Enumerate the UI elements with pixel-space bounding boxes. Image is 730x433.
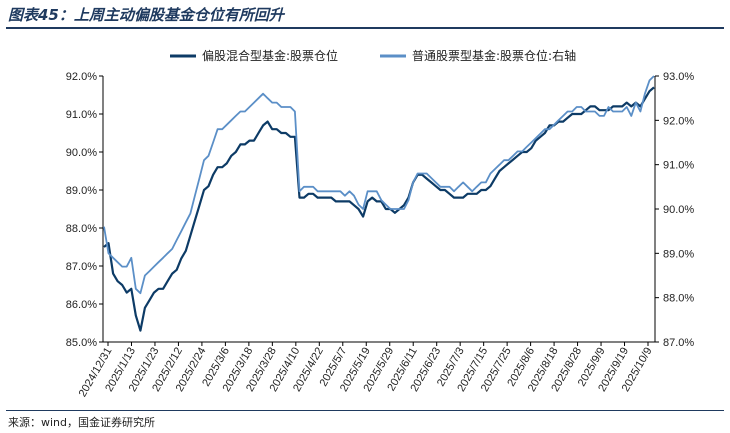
title-divider [6,27,724,29]
right-axis-tick-label: 91.0% [663,160,694,172]
right-axis-tick-label: 87.0% [663,337,694,349]
right-axis-tick-label: 90.0% [663,204,694,216]
series-lines [103,75,655,332]
left-axis-tick-label: 87.0% [66,261,97,273]
axes: 85.0% 86.0% 87.0% 88.0% 89.0% 90.0% 91.0% 92.0%… [66,71,695,399]
chart-title: 图表45：上周主动偏股基金仓位有所回升 [8,6,284,24]
legend-label-series-1: 偏股混合型基金:股票仓位 [202,48,338,63]
left-axis-tick-label: 89.0% [66,185,97,197]
series-line-2 [103,75,655,295]
left-axis-tick-label: 85.0% [66,337,97,349]
right-axis-tick-label: 92.0% [663,115,694,127]
right-axis-tick-label: 88.0% [663,293,694,305]
left-axis-tick-label: 92.0% [66,71,97,83]
source-divider [6,410,724,411]
source-note: 来源：wind，国金证券研究所 [8,416,156,429]
left-axis-tick-label: 88.0% [66,223,97,235]
legend-label-series-2: 普通股票型基金:股票仓位:右轴 [412,48,576,63]
right-axis-tick-label: 93.0% [663,71,694,83]
left-axis-tick-label: 91.0% [66,109,97,121]
right-axis-tick-label: 89.0% [663,248,694,260]
legend: 偏股混合型基金:股票仓位 普通股票型基金:股票仓位:右轴 [170,48,576,63]
left-axis-tick-label: 90.0% [66,147,97,159]
series-line-1 [103,86,655,332]
left-axis-tick-label: 86.0% [66,299,97,311]
